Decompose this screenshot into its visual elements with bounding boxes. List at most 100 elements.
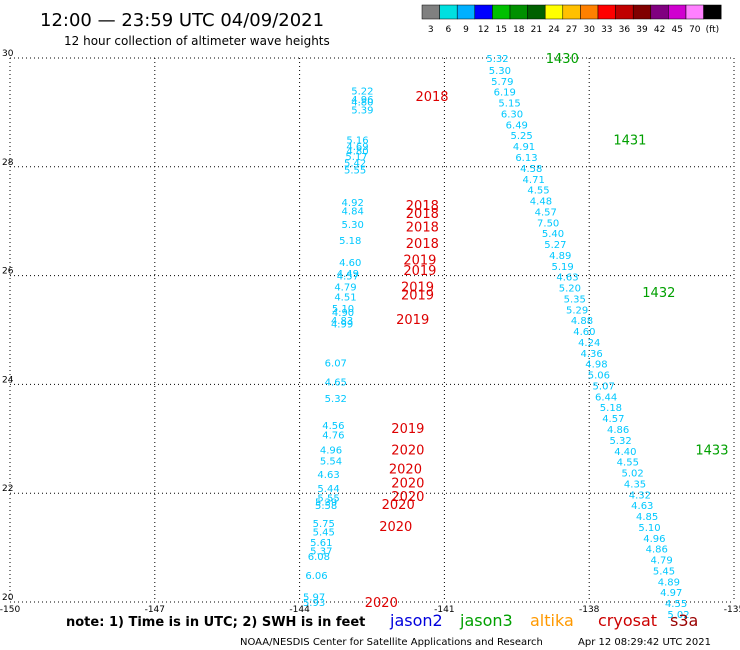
wave-height-point: 4.80 <box>351 98 373 109</box>
y-tick-label: 24 <box>2 375 14 385</box>
wave-height-point: 4.24 <box>578 338 600 349</box>
wave-height-point: 4.55 <box>527 186 549 197</box>
wave-height-point: 5.75 <box>313 519 335 530</box>
y-tick-label: 30 <box>2 49 14 59</box>
pass-time-labels: 1430143114321433201820182018201820182019… <box>365 52 729 611</box>
pass-time-label: 2019 <box>401 289 434 304</box>
wave-height-point: 5.02 <box>622 469 644 480</box>
chart-grid <box>9 57 735 603</box>
wave-height-point: 4.97 <box>660 588 682 599</box>
y-tick-label: 20 <box>2 593 14 603</box>
wave-height-point: 4.85 <box>636 512 658 523</box>
legend-altika: altika <box>530 611 574 630</box>
pass-time-label: 2018 <box>406 207 439 222</box>
pass-time-label: 2019 <box>403 264 436 279</box>
wave-height-point: 5.42 <box>344 158 366 169</box>
wave-height-point: 4.99 <box>331 319 353 330</box>
wave-height-point: 6.49 <box>506 120 528 131</box>
scale-swatch <box>544 4 564 20</box>
wave-height-point: 5.79 <box>491 77 513 88</box>
wave-height-point: 4.98 <box>585 360 607 371</box>
x-tick-label: -150 <box>0 605 20 615</box>
wave-height-point: 5.32 <box>325 394 347 405</box>
x-tick-label: -141 <box>434 605 454 615</box>
scale-swatch <box>703 4 722 20</box>
pass-time-label: 2019 <box>403 253 436 268</box>
wave-height-point: 4.79 <box>650 556 672 567</box>
scale-swatch <box>580 4 599 20</box>
wave-height-point: 5.07 <box>593 381 615 392</box>
wave-height-point: 6.44 <box>595 392 617 403</box>
pass-time-label: 2020 <box>391 476 424 491</box>
satellite-legend: jason2 jason3 altika cryosat s3a <box>389 611 698 630</box>
wave-height-point: 4.65 <box>325 378 347 389</box>
wave-height-point: 4.88 <box>571 316 593 327</box>
wave-height-point: 5.30 <box>489 66 511 77</box>
wave-height-point: 4.57 <box>602 414 624 425</box>
wave-height-point: 5.22 <box>351 87 373 98</box>
pass-time-label: 2020 <box>391 490 424 505</box>
pass-time-label: 2018 <box>406 221 439 236</box>
wave-height-scale: 3 6 9 12 15 18 21 24 27 30 33 36 39 42 45 70 (ft) <box>421 4 722 35</box>
wave-height-point: 6.07 <box>325 359 347 370</box>
scale-label: 12 <box>478 25 489 35</box>
wave-height-point: 4.40 <box>614 447 636 458</box>
wave-height-point: 5.15 <box>498 99 520 110</box>
scale-swatch <box>597 4 616 20</box>
wave-height-point: 5.10 <box>638 523 660 534</box>
x-tick-label: -147 <box>145 605 165 615</box>
scale-swatch <box>650 4 669 20</box>
wave-height-point: 6.30 <box>501 109 523 120</box>
wave-height-point: 4.86 <box>607 425 629 436</box>
wave-height-point: 4.96 <box>351 95 373 106</box>
wave-height-point: 4.57 <box>535 207 557 218</box>
wave-height-point: 4.32 <box>629 490 651 501</box>
wave-height-point: 5.40 <box>542 229 564 240</box>
x-tick-label: -138 <box>579 605 600 615</box>
wave-height-point: 5.10 <box>332 304 354 315</box>
wave-height-point: 5.97 <box>303 593 325 604</box>
scale-label: 3 <box>428 25 434 35</box>
wave-height-point: 7.50 <box>537 218 559 229</box>
pass-time-label: 2018 <box>406 237 439 252</box>
y-tick-label: 28 <box>2 158 14 168</box>
wave-height-point: 4.86 <box>646 545 668 556</box>
wave-height-point: 5.55 <box>344 166 366 177</box>
wave-height-point: 5.55 <box>317 494 339 505</box>
pass-time-label: 2020 <box>389 463 422 478</box>
scale-label: 36 <box>619 25 631 35</box>
y-tick-label: 22 <box>2 484 13 494</box>
pass-time-label: 1430 <box>546 52 579 67</box>
scale-swatch <box>685 4 704 20</box>
chart-title: 12:00 — 23:59 UTC 04/09/2021 <box>40 10 324 31</box>
wave-height-point: 4.35 <box>624 479 646 490</box>
pass-time-label: 2018 <box>406 199 439 214</box>
chart-note: note: 1) Time is in UTC; 2) SWH is in fe… <box>66 615 365 630</box>
wave-height-point: 4.49 <box>337 269 359 280</box>
wave-height-point: 4.76 <box>322 430 344 441</box>
scale-label: 27 <box>566 25 577 35</box>
chart-subtitle: 12 hour collection of altimeter wave hei… <box>64 34 330 48</box>
scale-label: 39 <box>636 25 648 35</box>
scale-swatch <box>456 4 476 20</box>
wave-height-point: 5.19 <box>552 262 574 273</box>
wave-height-point: 4.71 <box>523 175 545 186</box>
scale-swatch <box>632 4 652 20</box>
wave-height-point: 4.57 <box>337 272 359 283</box>
wave-height-point: 4.60 <box>573 327 595 338</box>
pass-time-label: 2020 <box>365 596 398 611</box>
wave-height-point: 5.32 <box>609 436 631 447</box>
pass-time-label: 2019 <box>391 422 424 437</box>
pass-time-label: 2019 <box>401 280 434 295</box>
wave-height-point: 4.96 <box>643 534 665 545</box>
wave-height-points: 5.325.305.796.195.156.306.495.254.916.13… <box>303 54 690 621</box>
scale-label: 18 <box>513 25 525 35</box>
legend-jason2: jason2 <box>389 611 443 630</box>
legend-cryosat: cryosat <box>598 611 657 630</box>
scale-swatch <box>492 4 511 20</box>
wave-height-point: 5.25 <box>510 131 532 142</box>
wave-height-point: 5.17 <box>345 152 367 163</box>
wave-height-point: 4.89 <box>658 577 680 588</box>
scale-swatch <box>509 4 528 20</box>
x-tick-labels: -150 -147 -144 -141 -138 -135 <box>0 605 740 615</box>
